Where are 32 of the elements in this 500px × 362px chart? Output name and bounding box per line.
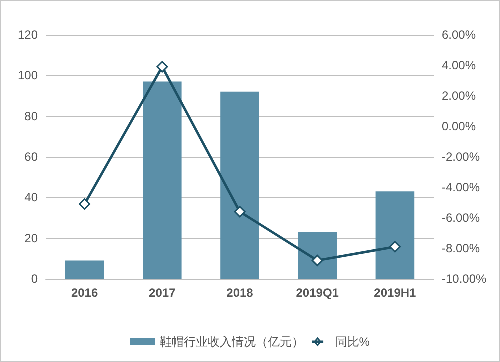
y-tick-label: 120 (18, 28, 38, 42)
point (234, 206, 246, 218)
x-tick-label: 2016 (71, 286, 98, 300)
x-tick-label: 2018 (226, 286, 254, 300)
bar (376, 192, 415, 279)
y2-tick-label: -2.00% (442, 150, 480, 164)
y-tick-label: 60 (24, 150, 38, 164)
x-tick-label: 2017 (149, 286, 176, 300)
y2-tick-label: -6.00% (442, 211, 480, 225)
y2-tick-label: -10.00% (442, 272, 488, 286)
y-tick-label: 80 (24, 109, 38, 124)
bar (220, 92, 260, 279)
x-tick-label: 2019H1 (374, 286, 417, 300)
y2-tick-label: -8.00% (442, 242, 480, 256)
bar (65, 260, 104, 279)
y2-tick-label: -4.00% (442, 180, 480, 194)
y2-tick-label: 4.00% (442, 58, 476, 72)
y2-tick-label: 6.00% (442, 28, 476, 42)
point (389, 241, 401, 253)
x-tick-label: 2019Q1 (296, 286, 340, 300)
y-tick-label: 100 (18, 68, 38, 83)
bar (298, 232, 337, 279)
y2-tick-label: 0.00% (442, 120, 476, 134)
y-tick-label: 0 (31, 272, 38, 286)
y2-tick-label: 2.00% (442, 89, 476, 103)
y-tick-label: 20 (24, 231, 38, 246)
y-tick-label: 40 (24, 190, 38, 205)
legend-label: 鞋帽行业收入情况（亿元） (160, 335, 304, 349)
point (156, 61, 168, 73)
point (79, 198, 91, 210)
legend-label: 同比% (335, 335, 370, 349)
bar (143, 82, 182, 279)
